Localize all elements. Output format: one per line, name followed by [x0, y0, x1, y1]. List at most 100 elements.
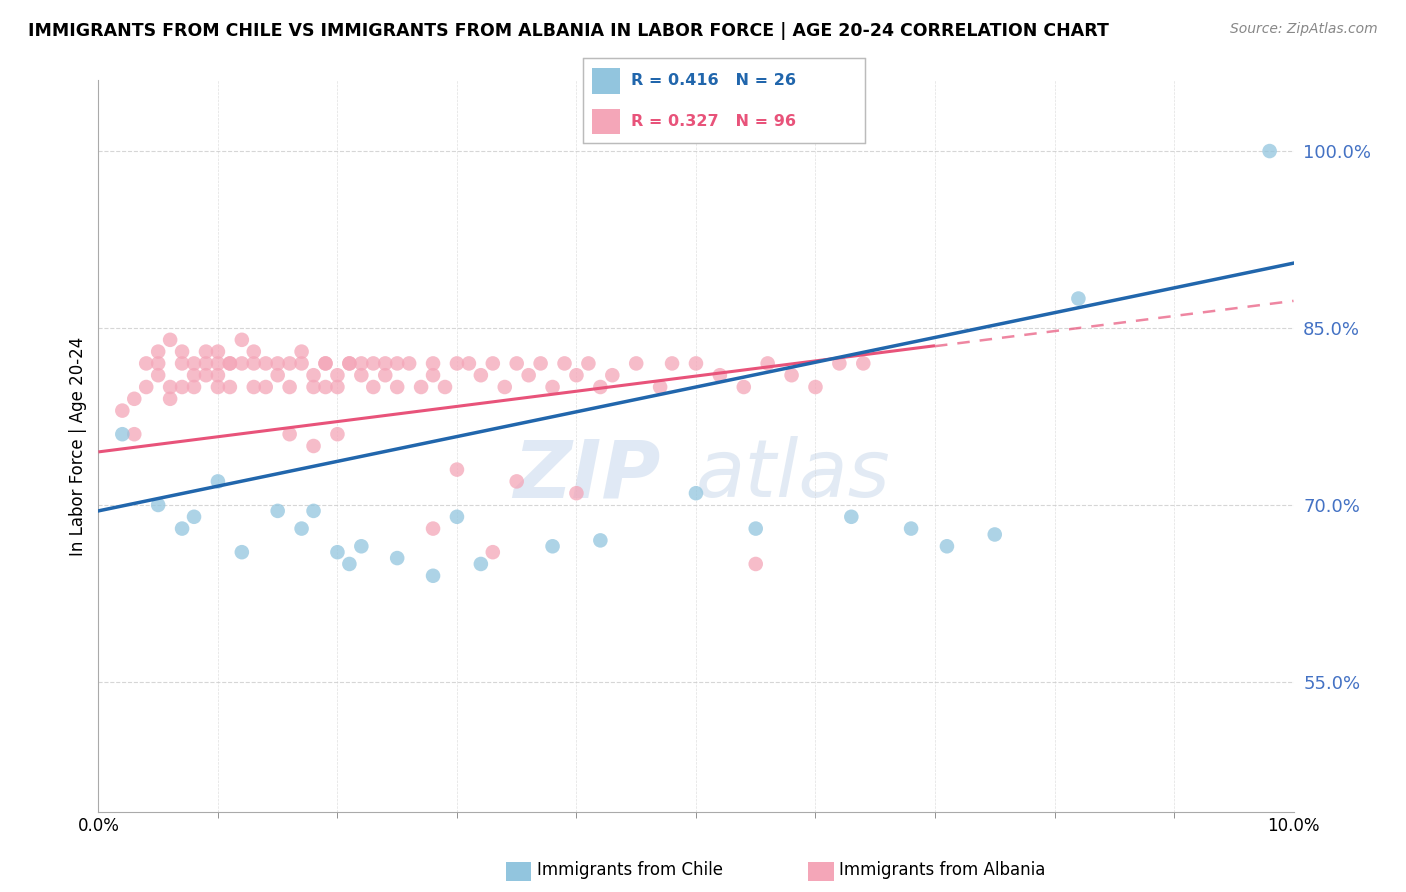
Point	[554, 356, 576, 370]
Point	[685, 486, 707, 500]
Point	[302, 504, 325, 518]
Point	[385, 356, 409, 370]
Point	[124, 427, 146, 442]
Point	[650, 380, 672, 394]
Point	[422, 522, 444, 536]
Point	[422, 368, 444, 383]
Point	[422, 568, 444, 582]
Point	[243, 380, 266, 394]
Point	[207, 368, 229, 383]
Point	[302, 380, 325, 394]
Point	[302, 368, 325, 383]
Point	[183, 356, 205, 370]
Point	[315, 380, 337, 394]
Point	[219, 356, 242, 370]
Point	[745, 557, 768, 571]
Point	[446, 509, 468, 524]
Point	[195, 356, 218, 370]
Point	[219, 356, 242, 370]
Point	[780, 368, 803, 383]
Point	[350, 539, 373, 553]
Point	[756, 356, 779, 370]
Point	[900, 522, 922, 536]
Point	[231, 333, 253, 347]
Text: IMMIGRANTS FROM CHILE VS IMMIGRANTS FROM ALBANIA IN LABOR FORCE | AGE 20-24 CORR: IMMIGRANTS FROM CHILE VS IMMIGRANTS FROM…	[28, 22, 1109, 40]
Point	[148, 498, 170, 512]
Point	[291, 344, 314, 359]
Point	[207, 344, 229, 359]
Y-axis label: In Labor Force | Age 20-24: In Labor Force | Age 20-24	[69, 336, 87, 556]
Point	[458, 356, 481, 370]
Point	[326, 380, 349, 394]
Point	[148, 368, 170, 383]
Point	[339, 557, 360, 571]
Point	[326, 427, 349, 442]
Point	[291, 356, 314, 370]
Point	[278, 380, 301, 394]
Point	[207, 356, 229, 370]
Point	[506, 356, 529, 370]
Point	[243, 344, 266, 359]
Point	[339, 356, 360, 370]
Point	[172, 344, 194, 359]
Point	[481, 356, 505, 370]
Point	[385, 380, 409, 394]
Point	[852, 356, 875, 370]
Point	[183, 368, 205, 383]
Point	[506, 475, 529, 489]
Point	[481, 545, 505, 559]
Point	[183, 380, 205, 394]
Point	[254, 356, 277, 370]
Point	[685, 356, 707, 370]
Point	[291, 522, 314, 536]
Point	[494, 380, 516, 394]
Point	[446, 356, 468, 370]
Point	[195, 368, 218, 383]
Point	[124, 392, 146, 406]
Point	[195, 344, 218, 359]
Point	[243, 356, 266, 370]
Point	[841, 509, 863, 524]
Point	[541, 380, 564, 394]
Text: R = 0.416   N = 26: R = 0.416 N = 26	[631, 73, 796, 88]
Point	[589, 380, 612, 394]
Point	[1067, 292, 1090, 306]
Point	[135, 380, 157, 394]
Point	[804, 380, 827, 394]
Point	[267, 504, 290, 518]
Point	[984, 527, 1007, 541]
Point	[661, 356, 683, 370]
Point	[828, 356, 851, 370]
Point	[326, 545, 349, 559]
Point	[709, 368, 731, 383]
Point	[374, 356, 396, 370]
Point	[385, 551, 409, 566]
Point	[219, 380, 242, 394]
Point	[470, 368, 492, 383]
Point	[148, 344, 170, 359]
Point	[111, 427, 134, 442]
Point	[267, 368, 290, 383]
Point	[172, 356, 194, 370]
Point	[517, 368, 540, 383]
Point	[278, 427, 301, 442]
Point	[111, 403, 134, 417]
Point	[745, 522, 768, 536]
Point	[159, 380, 181, 394]
Point	[434, 380, 457, 394]
Point	[231, 356, 253, 370]
Point	[207, 380, 229, 394]
Point	[267, 356, 290, 370]
Point	[350, 368, 373, 383]
Text: Immigrants from Albania: Immigrants from Albania	[839, 861, 1046, 879]
Point	[565, 486, 588, 500]
Point	[231, 545, 253, 559]
Point	[602, 368, 624, 383]
Point	[135, 356, 157, 370]
Bar	[592, 68, 620, 94]
Point	[422, 356, 444, 370]
Text: atlas: atlas	[696, 436, 891, 515]
Point	[326, 368, 349, 383]
Point	[159, 333, 181, 347]
Point	[733, 380, 755, 394]
